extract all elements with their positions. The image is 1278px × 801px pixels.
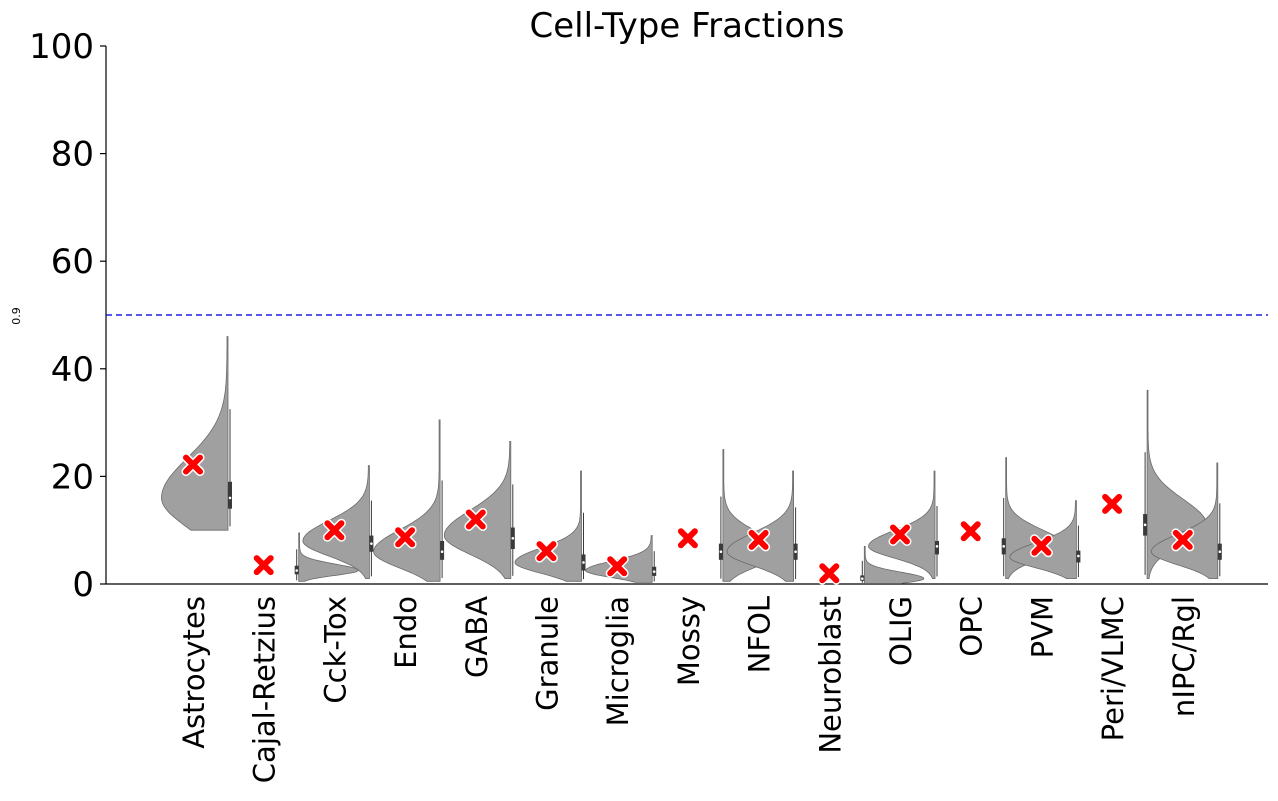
violin-box: [935, 540, 939, 555]
y-tick-label: 20: [51, 457, 94, 497]
violin-box: [440, 540, 445, 560]
x-tick-label: Neuroblast: [813, 596, 847, 754]
violin-median: [370, 542, 373, 545]
violin-gaba: [443, 440, 512, 580]
x-tick-label: Cck-Tox: [318, 596, 352, 704]
y-tick-label: 60: [51, 242, 94, 282]
marker-x-granule: [536, 541, 557, 562]
violin-median: [582, 561, 585, 564]
violin-median: [719, 550, 723, 554]
y-tick-label: 80: [51, 135, 94, 175]
x-tick-label: nIPC/Rgl: [1167, 596, 1201, 717]
y-tick-label: 100: [29, 27, 94, 67]
violin-median: [1218, 550, 1222, 554]
violin-median: [1143, 523, 1147, 527]
x-tick-label: GABA: [460, 596, 494, 678]
y-tick-label: 0: [72, 565, 94, 605]
violin-granule: [514, 470, 582, 582]
marker-x-mossy: [677, 528, 698, 549]
marker-x-pvm: [1031, 535, 1052, 556]
violin-astrocytes: [161, 336, 229, 531]
marker-x-nfol: [748, 529, 769, 550]
violin-nipc-rgl: [1150, 462, 1219, 580]
violin-median: [511, 536, 515, 540]
x-tick-label: PVM: [1025, 596, 1059, 658]
violin-median: [935, 545, 939, 548]
x-tick-label: Mossy: [672, 596, 706, 686]
x-tick-label: Astrocytes: [177, 596, 211, 749]
violin-median: [861, 577, 864, 580]
violin-median: [794, 550, 797, 554]
x-tick-label: Microglia: [601, 596, 635, 726]
x-tick-label: NFOL: [743, 596, 777, 673]
marker-x-neuroblast: [819, 563, 840, 584]
x-tick-label: Cajal-Retzius: [248, 596, 282, 783]
marker-x-olig: [890, 524, 910, 545]
violin-median: [1002, 545, 1005, 548]
marker-x-cajal-retzius: [253, 555, 274, 576]
marker-x-nipc-rgl: [1172, 529, 1193, 550]
marker-x-astrocytes: [183, 454, 203, 475]
x-tick-label: OPC: [955, 596, 989, 657]
chart-title: Cell-Type Fractions: [529, 6, 844, 46]
y-axis-label: 0.9: [10, 307, 23, 325]
violin-cajal-retzius: [298, 532, 359, 582]
x-tick-label: Granule: [531, 596, 565, 711]
violin-box: [228, 481, 232, 509]
violin-median: [228, 496, 232, 500]
marker-x-gaba: [465, 509, 486, 530]
x-tick-label: Endo: [389, 596, 423, 669]
marker-x-cck-tox: [324, 520, 345, 541]
violin-neuroblast: [863, 545, 925, 584]
x-tick-label: Peri/VLMC: [1096, 596, 1130, 741]
violin-median: [652, 570, 656, 573]
marker-x-peri-vlmc: [1102, 493, 1123, 514]
violin-median: [1077, 554, 1080, 558]
y-tick-label: 40: [51, 350, 94, 390]
marker-x-opc: [960, 521, 981, 542]
plot-area: 0 20 40 60 80 100 Astrocytes Cajal-Retzius Cck-T…: [29, 27, 1268, 783]
marker-x-endo: [395, 527, 416, 548]
violin-endo: [373, 419, 441, 582]
violin-median: [440, 550, 444, 554]
violin-olig: [868, 470, 936, 580]
x-tick-label: OLIG: [884, 596, 918, 666]
violin-nfol: [726, 470, 794, 582]
marker-x-microglia: [607, 556, 628, 577]
violin-median: [295, 569, 299, 572]
